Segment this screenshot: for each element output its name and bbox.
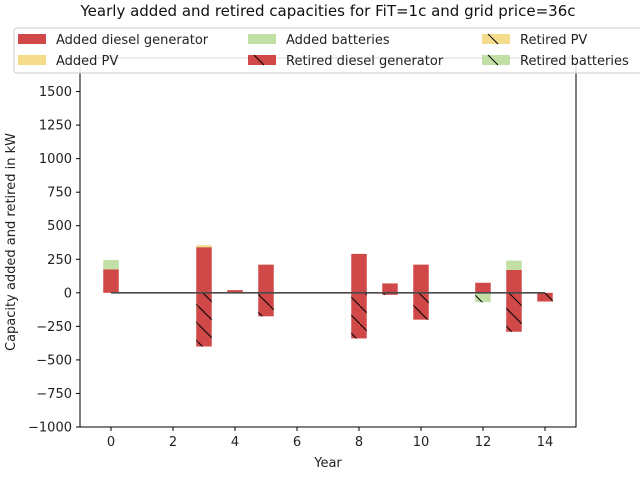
x-axis-title: Year bbox=[313, 456, 342, 471]
legend-swatch-hatch bbox=[487, 33, 499, 45]
x-tick-label: 8 bbox=[355, 435, 363, 450]
bar-hatch bbox=[506, 292, 522, 332]
legend-label: Added batteries bbox=[286, 33, 390, 48]
bar-added-diesel-generator bbox=[351, 253, 367, 293]
y-tick-label: 500 bbox=[47, 219, 72, 234]
y-tick-label: 1500 bbox=[39, 85, 72, 100]
bar-added-pv bbox=[196, 245, 212, 248]
legend-swatch bbox=[482, 55, 510, 65]
y-tick-label: 0 bbox=[64, 286, 72, 301]
bar-added-diesel-generator bbox=[103, 269, 119, 293]
legend-swatch bbox=[18, 55, 46, 65]
x-tick-label: 6 bbox=[293, 435, 301, 450]
legend-label: Retired batteries bbox=[520, 54, 629, 69]
legend-swatch bbox=[248, 34, 276, 44]
y-tick-label: −250 bbox=[36, 320, 72, 335]
bar-added-batteries bbox=[103, 259, 119, 270]
bar-added-batteries bbox=[506, 260, 522, 271]
bar-hatch bbox=[258, 292, 274, 317]
bar-added-diesel-generator bbox=[382, 283, 398, 293]
legend-label: Retired diesel generator bbox=[286, 54, 444, 69]
bar-added-diesel-generator bbox=[413, 264, 429, 293]
x-tick-label: 0 bbox=[107, 435, 115, 450]
bar-hatch bbox=[196, 292, 212, 347]
plot-background bbox=[80, 58, 576, 427]
legend-swatch bbox=[482, 34, 510, 44]
y-tick-label: 1250 bbox=[39, 119, 72, 134]
x-tick-label: 10 bbox=[413, 435, 430, 450]
y-tick-label: 750 bbox=[47, 186, 72, 201]
x-tick-label: 12 bbox=[475, 435, 492, 450]
bar-hatch bbox=[382, 292, 398, 295]
bar-hatch bbox=[351, 292, 367, 339]
bar-hatch bbox=[413, 292, 429, 320]
legend-label: Retired PV bbox=[520, 33, 587, 48]
bars-layer bbox=[103, 245, 553, 347]
chart-title: Yearly added and retired capacities for … bbox=[80, 2, 576, 20]
y-axis-title: Capacity added and retired in kW bbox=[4, 133, 19, 351]
bar-added-diesel-generator bbox=[506, 270, 522, 293]
x-tick-label: 4 bbox=[231, 435, 239, 450]
legend-label: Added PV bbox=[56, 54, 118, 69]
bar-hatch bbox=[475, 292, 491, 303]
y-tick-label: 1000 bbox=[39, 152, 72, 167]
legend: Added diesel generator Added PV Added batt… bbox=[13, 27, 640, 74]
bar-added-diesel-generator bbox=[475, 282, 491, 293]
x-tick-label: 14 bbox=[537, 435, 554, 450]
legend-swatch bbox=[18, 34, 46, 44]
y-tick-label: −750 bbox=[36, 387, 72, 402]
bar-hatch bbox=[537, 292, 553, 302]
legend-label: Added diesel generator bbox=[56, 33, 209, 48]
bar-added-diesel-generator bbox=[227, 290, 243, 293]
bar-added-diesel-generator bbox=[258, 264, 274, 293]
legend-swatch-hatch bbox=[253, 54, 265, 66]
y-tick-label: 250 bbox=[47, 253, 72, 268]
x-tick-label: 2 bbox=[169, 435, 177, 450]
legend-swatch-hatch bbox=[487, 54, 499, 66]
y-tick-label: −1000 bbox=[28, 421, 72, 436]
legend-swatch bbox=[248, 55, 276, 65]
bar-added-diesel-generator bbox=[196, 247, 212, 293]
y-tick-label: −500 bbox=[36, 353, 72, 368]
